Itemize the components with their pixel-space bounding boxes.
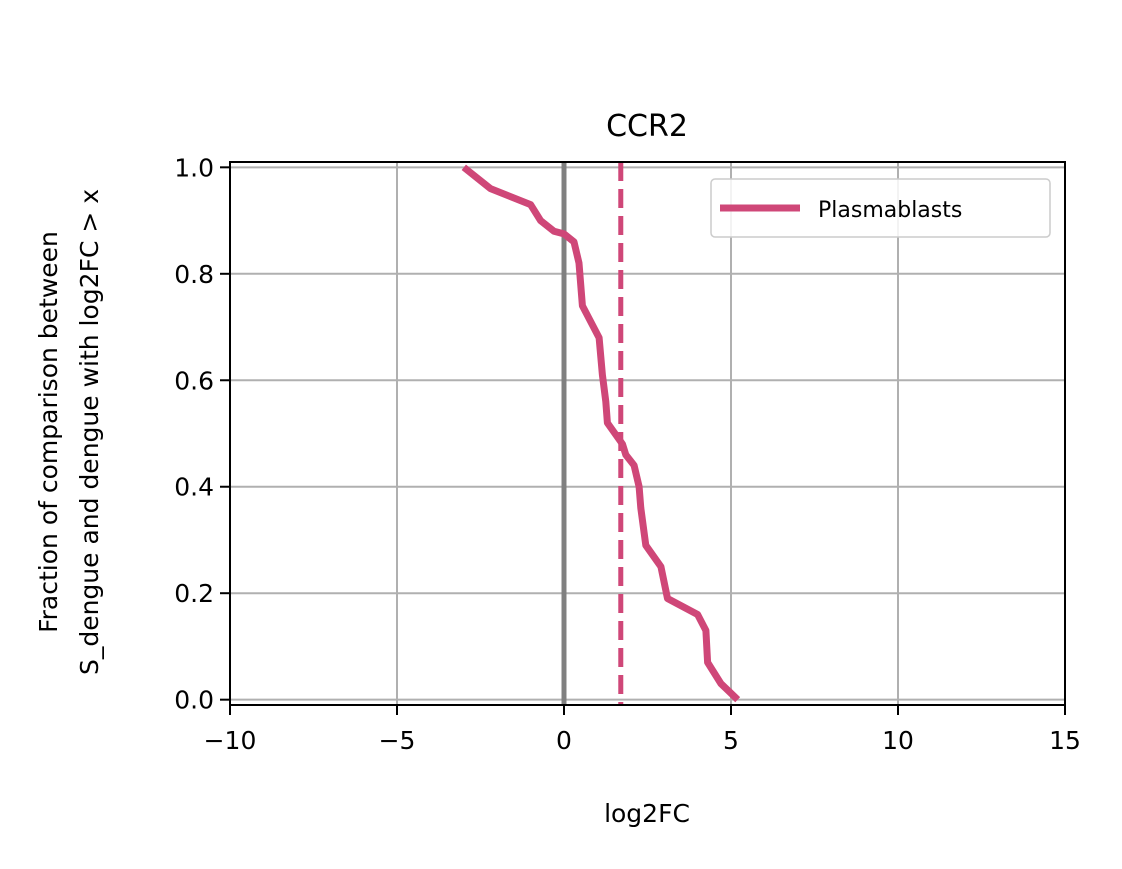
series-layer [461,164,741,703]
plot-frame [229,161,1066,706]
y-axis-label-line-2: S_dengue and dengue with log2FC > x [75,189,104,675]
x-tick-label: 0 [556,726,572,755]
y-tick-label: 0.6 [174,366,214,395]
y-tick-label: 0.2 [174,579,214,608]
x-tick-label: 10 [882,726,914,755]
x-axis-ticks: −10 −5 0 5 10 15 [204,705,1081,755]
x-axis-label: log2FC [604,799,690,828]
legend-label-plasmablasts: Plasmablasts [818,198,962,223]
x-tick-label: −10 [204,726,257,755]
legend-box [710,178,1051,238]
reference-lines [561,162,624,705]
y-tick-label: 0.4 [174,473,214,502]
series-line-plasmablasts [461,164,741,703]
y-tick-label: 0.8 [174,260,214,289]
y-axis-ticks: 0.0 0.2 0.4 0.6 0.8 1.0 [174,153,230,715]
y-tick-label: 0.0 [174,686,214,715]
chart-title: CCR2 [606,109,688,144]
x-tick-label: −5 [379,726,416,755]
y-axis-label-line-1: Fraction of comparison between [34,231,63,633]
legend: Plasmablasts [710,178,1051,238]
y-tick-label: 1.0 [174,153,214,182]
x-tick-label: 15 [1049,726,1081,755]
x-tick-label: 5 [723,726,739,755]
